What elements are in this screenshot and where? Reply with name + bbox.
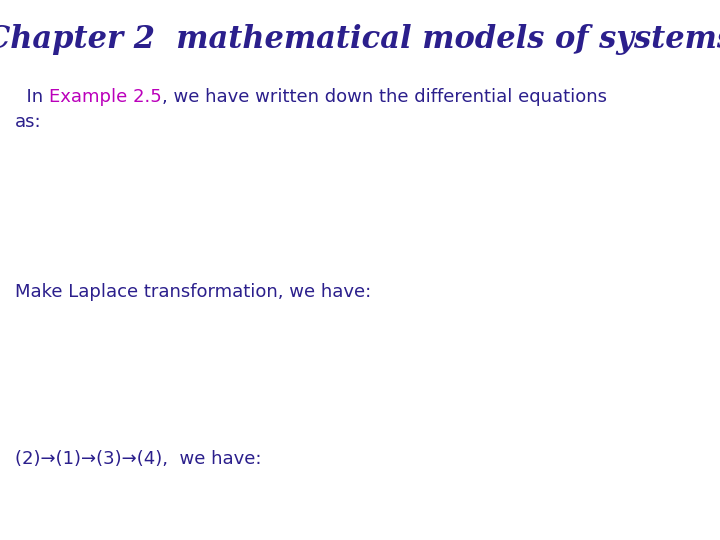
Text: (2)→(1)→(3)→(4),  we have:: (2)→(1)→(3)→(4), we have: bbox=[15, 450, 261, 468]
Text: as:: as: bbox=[15, 113, 42, 131]
Text: , we have written down the differential equations: , we have written down the differential … bbox=[161, 88, 607, 106]
Text: Example 2.5: Example 2.5 bbox=[49, 88, 161, 106]
Text: Chapter 2  mathematical models of systems: Chapter 2 mathematical models of systems bbox=[0, 24, 720, 55]
Text: In: In bbox=[15, 88, 49, 106]
Text: Make Laplace transformation, we have:: Make Laplace transformation, we have: bbox=[15, 283, 372, 301]
